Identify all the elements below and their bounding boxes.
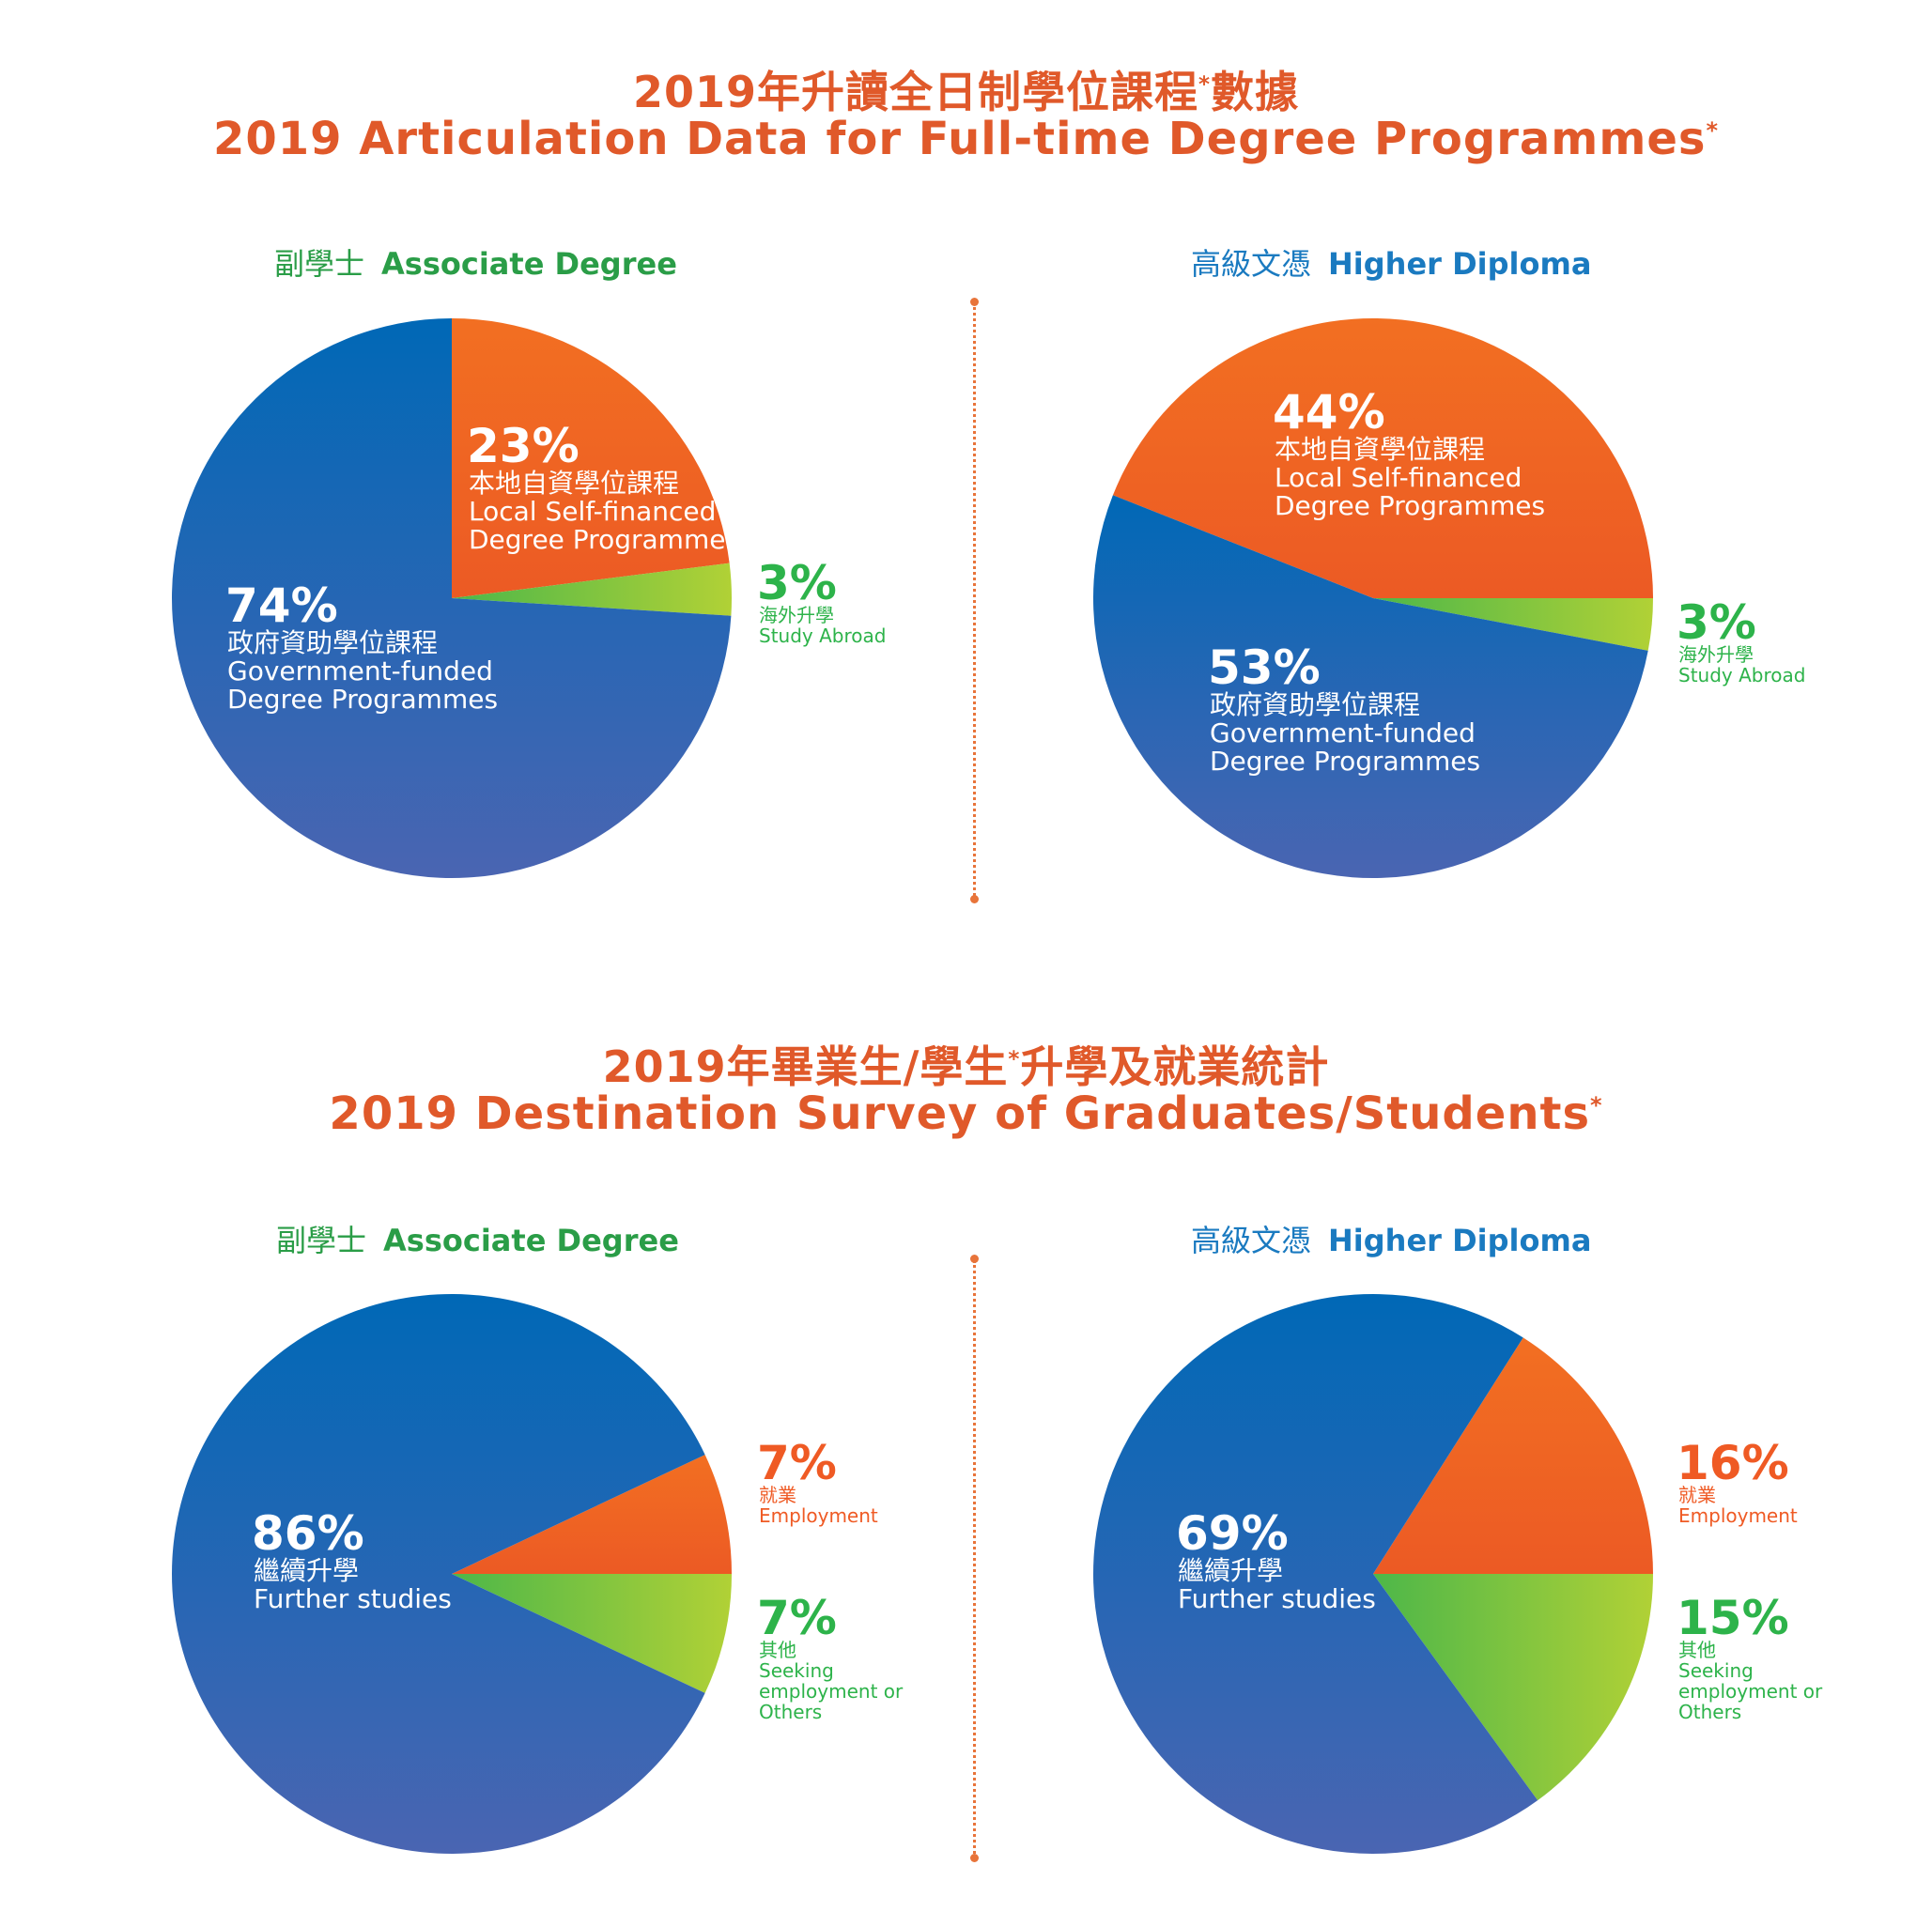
destination-ad-pct-label: 86% (252, 1506, 364, 1561)
destination-hd-category-label: 其他 (1678, 1639, 1716, 1661)
destination-title-zh: 2019年畢業生/學生*升學及就業統計 (602, 1041, 1330, 1092)
articulation-title-zh: 2019年升讀全日制學位課程*數據 (632, 67, 1300, 117)
destination-hd-category-label: Others (1678, 1701, 1741, 1723)
articulation-ad-slice-green (452, 563, 732, 616)
destination-ad-category-label: Others (759, 1701, 822, 1723)
articulation-ad-slice-orange (452, 318, 730, 598)
articulation-ad-category-label: Degree Programmes (227, 684, 498, 715)
ad-subtitle-top: 副學士 Associate Degree (274, 246, 677, 282)
destination-hd-pct-label: 16% (1677, 1436, 1789, 1490)
destination-hd-slice-orange (1373, 1337, 1653, 1574)
destination-title-en: 2019 Destination Survey of Graduates/Stu… (329, 1087, 1603, 1140)
destination-ad-slice-orange (452, 1455, 733, 1574)
destination-ad-category-label: employment or (759, 1680, 904, 1703)
destination-hd-category-label: Employment (1678, 1504, 1798, 1527)
destination-ad-pct-label: 7% (757, 1591, 837, 1645)
divider-dot (970, 298, 979, 306)
articulation-ad-pct-label: 23% (467, 419, 580, 473)
articulation-ad-category-label: Study Abroad (759, 624, 886, 647)
destination-hd-pct-label: 15% (1677, 1591, 1789, 1645)
destination-hd-category-label: 就業 (1678, 1484, 1716, 1506)
articulation-ad-category-label: Local Self-financed (469, 496, 716, 527)
destination-ad-category-label: 其他 (759, 1639, 796, 1661)
articulation-hd-slice-orange (1112, 318, 1653, 598)
articulation-hd-category-label: Local Self-financed (1275, 462, 1522, 493)
divider-dot (970, 895, 979, 903)
hd-subtitle-top: 高級文憑 Higher Diploma (1191, 246, 1592, 282)
divider-dot (970, 1854, 979, 1862)
hd-subtitle-bottom: 高級文憑 Higher Diploma (1191, 1223, 1592, 1258)
divider-bottom (973, 1260, 976, 1854)
articulation-hd-category-label: 政府資助學位課程 (1210, 689, 1420, 720)
articulation-ad-category-label: Degree Programmes (469, 524, 739, 555)
destination-hd-pct-label: 69% (1176, 1506, 1289, 1561)
destination-hd-category-label: employment or (1678, 1680, 1823, 1703)
articulation-ad-pct-label: 3% (757, 556, 837, 610)
articulation-hd-category-label: Degree Programmes (1275, 490, 1545, 521)
articulation-ad-category-label: 海外升學 (759, 604, 834, 626)
articulation-hd-category-label: Degree Programmes (1210, 746, 1480, 777)
destination-ad-slice-blue (172, 1293, 705, 1854)
articulation-hd-pct-label: 53% (1208, 640, 1321, 695)
articulation-hd-category-label: Study Abroad (1678, 664, 1805, 686)
articulation-ad-category-label: 本地自資學位課程 (469, 468, 679, 499)
divider-dot (970, 1255, 979, 1263)
destination-ad-category-label: Employment (759, 1504, 878, 1527)
destination-hd-slice-green (1373, 1574, 1653, 1801)
destination-ad-slice-green (452, 1574, 732, 1693)
destination-ad-category-label: 就業 (759, 1484, 796, 1506)
destination-hd-category-label: Seeking (1678, 1659, 1754, 1682)
destination-ad-pct-label: 7% (757, 1436, 837, 1490)
ad-subtitle-bottom: 副學士 Associate Degree (276, 1223, 679, 1258)
destination-hd-category-label: 繼續升學 (1178, 1555, 1283, 1586)
destination-ad-category-label: Seeking (759, 1659, 834, 1682)
destination-hd-category-label: Further studies (1178, 1583, 1376, 1614)
articulation-hd-category-label: Government-funded (1210, 717, 1476, 748)
destination-ad-category-label: 繼續升學 (254, 1555, 359, 1586)
articulation-hd-pct-label: 3% (1677, 595, 1756, 650)
articulation-ad-category-label: 政府資助學位課程 (227, 627, 438, 658)
divider-top (973, 302, 976, 896)
articulation-hd-pct-label: 44% (1273, 385, 1385, 439)
articulation-ad-category-label: Government-funded (227, 655, 493, 686)
articulation-hd-slice-green (1373, 598, 1653, 651)
articulation-ad-slice-blue (171, 318, 732, 878)
articulation-hd-category-label: 海外升學 (1678, 643, 1754, 666)
articulation-title-en: 2019 Articulation Data for Full-time Deg… (212, 113, 1720, 165)
articulation-ad-pct-label: 74% (225, 578, 338, 633)
articulation-hd-slice-blue (1092, 495, 1648, 879)
destination-hd-slice-blue (1093, 1294, 1538, 1854)
articulation-hd-category-label: 本地自資學位課程 (1275, 434, 1485, 465)
destination-ad-category-label: Further studies (254, 1583, 452, 1614)
